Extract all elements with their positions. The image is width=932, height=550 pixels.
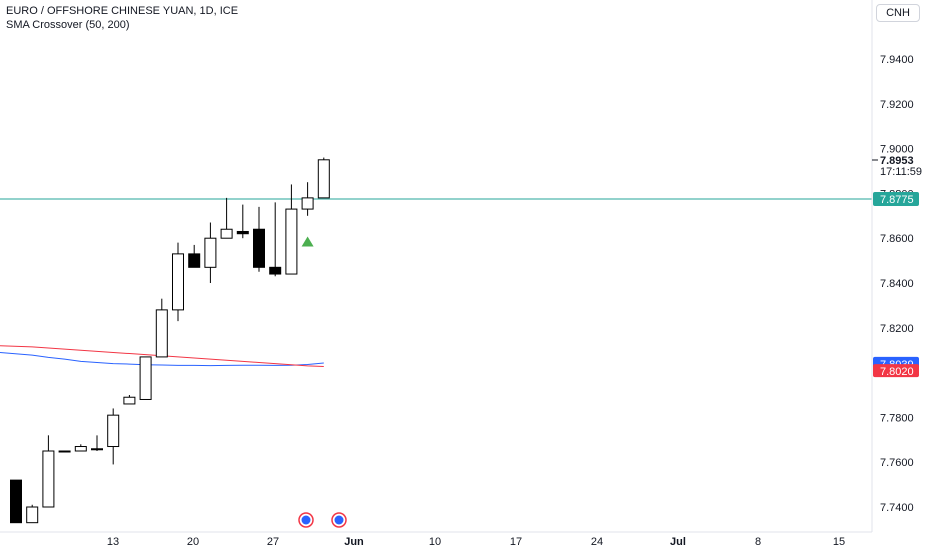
currency-button[interactable]: CNH [876,4,920,22]
sma200-value: 7.8020 [880,366,914,378]
economic-event-icon[interactable] [331,512,347,528]
time-tick-label: 10 [429,536,441,548]
time-axis[interactable]: 13 20 27 Jun 10 17 24 Jul 8 15 [107,536,845,548]
price-axis[interactable]: 7.94007.92007.90007.88007.86007.84007.82… [880,54,914,514]
candle [139,356,152,400]
price-tick-label: 7.9000 [880,144,914,156]
symbol-title[interactable]: EURO / OFFSHORE CHINESE YUAN, 1D, ICE [6,5,239,17]
candle [107,408,120,465]
price-tick-label: 7.7600 [880,457,914,469]
horizontal-level-tag: 7.8775 [873,192,919,206]
candle [123,395,136,405]
horizontal-level-value: 7.8775 [880,194,914,206]
time-tick-label: Jun [344,536,364,548]
sma-50-line [0,351,324,367]
candle [91,435,103,451]
price-tick-label: 7.8600 [880,233,914,245]
candle [10,479,22,524]
time-tick-label: Jul [670,536,686,548]
chart-legend: EURO / OFFSHORE CHINESE YUAN, 1D, ICE SM… [6,4,238,32]
price-tick-label: 7.7400 [880,502,914,514]
candle [204,222,217,283]
candle [269,202,282,277]
time-tick-label: 17 [510,536,522,548]
indicator-title[interactable]: SMA Crossover (50, 200) [6,19,130,31]
candle [285,184,298,275]
time-tick-label: 20 [187,536,199,548]
candle [172,242,184,322]
candle [74,444,87,452]
candle [155,298,168,358]
candle [58,450,71,453]
candle [42,435,55,508]
price-tick-label: 7.9200 [880,99,914,111]
candle [188,244,201,268]
time-tick-label: 13 [107,536,119,548]
time-tick-label: 15 [833,536,845,548]
candles [10,157,330,524]
current-price-label: 7.8953 [880,155,914,167]
candle [253,206,265,272]
price-tick-label: 7.8400 [880,278,914,290]
time-tick-label: 8 [755,536,761,548]
candle [26,504,39,524]
buy-signal-arrow-icon [301,236,314,247]
price-tick-label: 7.7800 [880,412,914,424]
time-tick-label: 27 [267,536,279,548]
price-tick-label: 7.8200 [880,323,914,335]
sma-lines [0,345,324,368]
candle [236,204,249,239]
bar-countdown-label: 17:11:59 [880,166,922,178]
sma200-tag: 7.8020 [873,364,919,378]
sma-200-line [0,345,324,368]
candle [220,197,233,239]
candle [317,157,330,199]
price-tick-label: 7.9400 [880,54,914,66]
economic-event-icon[interactable] [298,512,314,528]
signal-markers [301,236,314,247]
candle [301,182,314,216]
time-tick-label: 24 [591,536,603,548]
